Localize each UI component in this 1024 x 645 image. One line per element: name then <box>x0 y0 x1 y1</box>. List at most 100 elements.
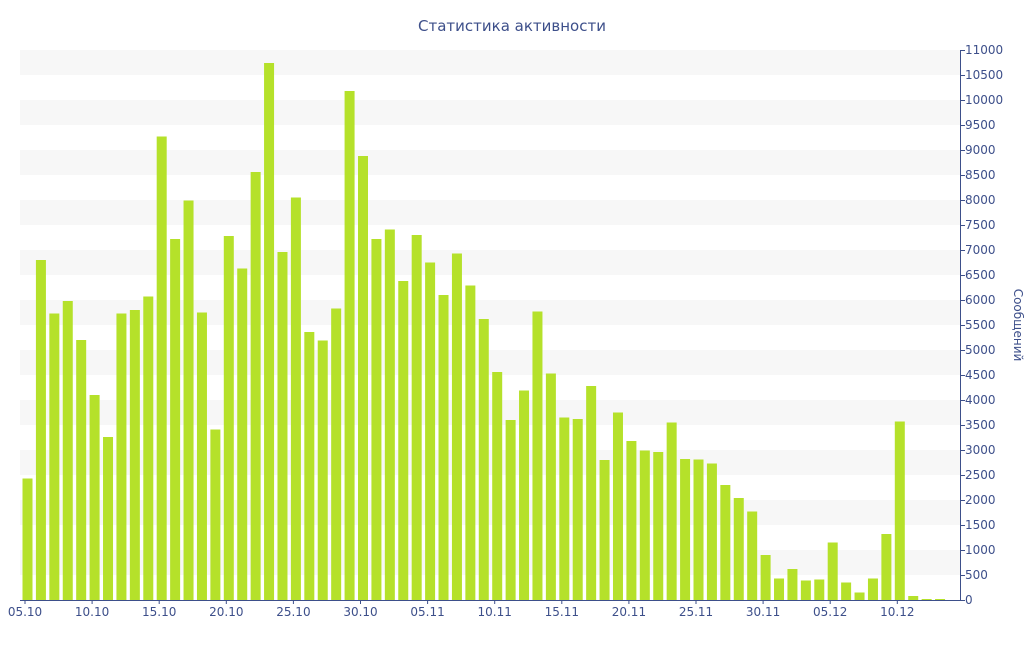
x-tick-label: 15.11 <box>545 605 579 619</box>
bar <box>935 599 946 600</box>
bar <box>733 498 744 600</box>
x-tick-label: 05.10 <box>8 605 42 619</box>
bar <box>787 569 798 600</box>
bar <box>586 386 597 600</box>
bar <box>384 229 395 600</box>
x-tick-label: 05.12 <box>813 605 847 619</box>
bar <box>559 417 570 600</box>
bar <box>800 580 811 600</box>
x-tick-label: 20.10 <box>209 605 243 619</box>
bar <box>22 478 33 600</box>
bar <box>237 268 248 600</box>
bar <box>814 579 825 600</box>
bar <box>331 308 342 600</box>
bar <box>706 463 717 600</box>
x-tick-label: 20.11 <box>612 605 646 619</box>
bar <box>519 390 530 600</box>
bar <box>720 485 731 600</box>
bar <box>103 437 114 600</box>
bar <box>170 239 181 600</box>
bar <box>626 441 637 600</box>
x-axis-ticks: 05.10 10.10 15.10 20.10 25.10 30.10 05.11 10.11… <box>8 600 914 619</box>
bar-series <box>22 63 946 600</box>
y-tick-label: 11000 <box>965 43 1003 57</box>
y-tick-label: 7000 <box>965 243 996 257</box>
bar <box>867 578 878 600</box>
chart-title: Статистика активности <box>418 17 606 35</box>
y-tick-label: 500 <box>965 568 988 582</box>
bar <box>76 340 87 600</box>
y-tick-label: 1500 <box>965 518 996 532</box>
bar <box>492 372 503 600</box>
y-tick-label: 9000 <box>965 143 996 157</box>
y-tick-label: 1000 <box>965 543 996 557</box>
bar <box>116 313 127 600</box>
bar <box>666 422 677 600</box>
y-tick-label: 7500 <box>965 218 996 232</box>
y-tick-label: 10000 <box>965 93 1003 107</box>
y-tick-label: 6500 <box>965 268 996 282</box>
bar <box>183 200 194 600</box>
bar <box>653 452 664 600</box>
x-tick-label: 25.10 <box>276 605 310 619</box>
bar <box>317 340 328 600</box>
bar <box>612 412 623 600</box>
y-tick-label: 8000 <box>965 193 996 207</box>
grid-band <box>20 150 960 175</box>
y-tick-label: 5500 <box>965 318 996 332</box>
bar <box>277 252 288 600</box>
bar <box>49 313 60 600</box>
bar <box>304 332 315 600</box>
x-tick-label: 05.11 <box>410 605 444 619</box>
bar <box>827 542 838 600</box>
bar <box>35 260 46 600</box>
bar <box>358 156 368 600</box>
bar <box>774 578 785 600</box>
bar <box>572 419 583 600</box>
bar <box>411 235 422 600</box>
y-tick-label: 3000 <box>965 443 996 457</box>
y-tick-label: 8500 <box>965 168 996 182</box>
x-tick-label: 25.11 <box>679 605 713 619</box>
y-tick-label: 6000 <box>965 293 996 307</box>
y-axis-label: Сообщений <box>1011 289 1024 362</box>
bar <box>894 421 905 600</box>
bar <box>89 395 100 600</box>
bar <box>62 301 73 600</box>
bar <box>438 295 449 600</box>
bar <box>129 310 140 600</box>
bar <box>398 281 409 600</box>
bar <box>371 239 382 600</box>
bar <box>290 197 301 600</box>
grid-band <box>20 50 960 75</box>
bar <box>599 460 610 600</box>
bar <box>680 459 691 600</box>
y-tick-label: 10500 <box>965 68 1003 82</box>
y-tick-label: 0 <box>965 593 973 607</box>
bar <box>478 319 489 600</box>
bar <box>747 511 758 600</box>
y-tick-label: 4000 <box>965 393 996 407</box>
bar <box>854 592 865 600</box>
bar <box>532 311 543 600</box>
bar <box>451 253 462 600</box>
bar <box>693 459 704 600</box>
bar <box>841 582 852 600</box>
y-tick-label: 3500 <box>965 418 996 432</box>
bar <box>344 91 355 600</box>
bar <box>921 599 932 600</box>
x-tick-label: 10.12 <box>880 605 914 619</box>
bar <box>881 534 892 600</box>
bar <box>760 555 771 600</box>
bar <box>639 450 650 600</box>
bar <box>250 172 261 600</box>
bar <box>425 262 436 600</box>
y-tick-label: 9500 <box>965 118 996 132</box>
y-tick-label: 4500 <box>965 368 996 382</box>
x-tick-label: 10.11 <box>478 605 512 619</box>
x-tick-label: 15.10 <box>142 605 176 619</box>
y-tick-label: 2500 <box>965 468 996 482</box>
grid-band <box>20 200 960 225</box>
